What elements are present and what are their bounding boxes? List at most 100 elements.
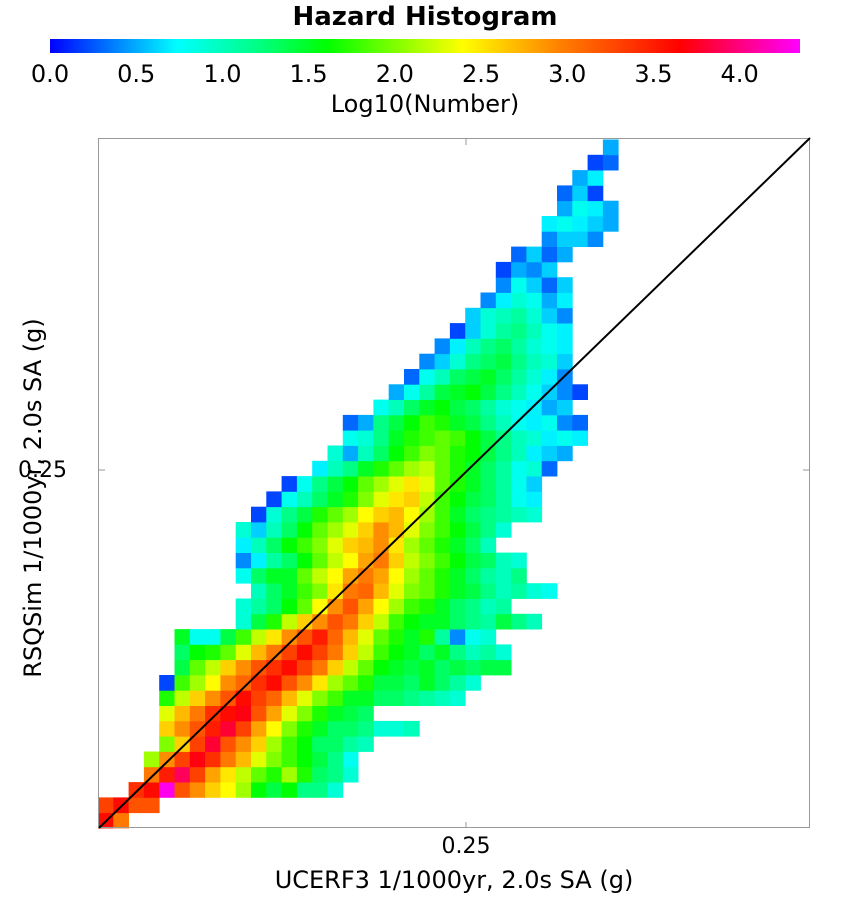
heatmap-cell <box>404 414 420 431</box>
heatmap-cell <box>251 567 267 584</box>
heatmap-cell <box>572 430 588 446</box>
heatmap-cell <box>587 200 604 217</box>
heatmap-cell <box>511 369 527 385</box>
heatmap-cell <box>251 659 267 676</box>
heatmap-cell <box>189 720 206 737</box>
heatmap-cell <box>342 476 359 492</box>
heatmap-cell <box>526 307 543 324</box>
heatmap-cell <box>327 445 344 462</box>
heatmap-cell <box>235 766 252 783</box>
heatmap-cell <box>312 629 328 645</box>
heatmap-cell <box>281 690 298 706</box>
heatmap-cell <box>327 629 344 645</box>
heatmap-cell <box>281 629 298 645</box>
heatmap-cell <box>251 736 267 752</box>
heatmap-cell <box>526 460 543 477</box>
heatmap-cell <box>296 506 313 523</box>
heatmap-cell <box>388 445 405 462</box>
heatmap-cell <box>189 782 206 798</box>
heatmap-cell <box>312 537 328 553</box>
heatmap-cell <box>388 598 405 615</box>
heatmap-cell <box>465 369 481 385</box>
heatmap-cell <box>281 537 298 553</box>
heatmap-cell <box>312 782 328 798</box>
heatmap-cell <box>511 460 527 477</box>
heatmap-cell <box>388 399 405 416</box>
heatmap-cell <box>189 675 206 691</box>
heatmap-cell <box>511 567 527 584</box>
heatmap-cell <box>373 445 390 462</box>
heatmap-cell <box>373 430 390 446</box>
heatmap-cell <box>296 751 313 768</box>
heatmap-cell <box>526 323 543 339</box>
heatmap-cell <box>388 384 405 400</box>
heatmap-cell <box>159 736 175 752</box>
heatmap-cell <box>480 460 497 477</box>
heatmap-cell <box>557 216 573 232</box>
heatmap-cell <box>449 369 466 385</box>
heatmap-cell <box>419 506 435 523</box>
heatmap-cell <box>296 659 313 676</box>
heatmap-cell <box>419 583 435 599</box>
heatmap-cell <box>449 583 466 599</box>
heatmap-cell <box>511 338 527 355</box>
heatmap-cell <box>235 705 252 722</box>
heatmap-cell <box>465 476 481 492</box>
heatmap-cell <box>495 261 512 278</box>
heatmap-cell <box>495 384 512 400</box>
heatmap-cell <box>373 506 390 523</box>
heatmap-cell <box>220 644 237 661</box>
heatmap-cell <box>404 491 420 508</box>
heatmap-cell <box>312 675 328 691</box>
heatmap-cell <box>404 720 420 737</box>
heatmap-cell <box>220 675 237 691</box>
heatmap-cell <box>449 659 466 676</box>
heatmap-cell <box>174 720 191 737</box>
heatmap-cell <box>266 552 282 569</box>
heatmap-cell <box>296 766 313 783</box>
heatmap-cell <box>449 384 466 400</box>
heatmap-cell <box>358 598 374 615</box>
heatmap-cell <box>373 675 390 691</box>
heatmap-cell <box>373 399 390 416</box>
heatmap-cell <box>342 659 359 676</box>
heatmap-cell <box>449 522 466 538</box>
heatmap-cell <box>358 537 374 553</box>
heatmap-cell <box>449 445 466 462</box>
heatmap-cell <box>342 445 359 462</box>
heatmap-cell <box>557 277 573 293</box>
heatmap-cell <box>495 476 512 492</box>
heatmap-cell <box>480 491 497 508</box>
heatmap-cell <box>358 736 374 752</box>
heatmap-cell <box>358 629 374 645</box>
heatmap-cell <box>495 659 512 676</box>
heatmap-cell <box>296 736 313 752</box>
heatmap-cell <box>419 613 435 630</box>
heatmap-cell <box>159 690 175 706</box>
heatmap-cell <box>495 583 512 599</box>
heatmap-cell <box>342 567 359 584</box>
heatmap-cell <box>480 369 497 385</box>
heatmap-cell <box>266 522 282 538</box>
heatmap-cell <box>327 675 344 691</box>
heatmap-cell <box>174 751 191 768</box>
heatmap-cell <box>526 384 543 400</box>
colorbar-tick-label: 2.5 <box>461 60 501 88</box>
heatmap-cell <box>449 506 466 523</box>
heatmap-cell <box>419 537 435 553</box>
heatmap-cell <box>419 491 435 508</box>
heatmap-cell <box>434 369 451 385</box>
heatmap-cell <box>419 369 435 385</box>
heatmap-cell <box>143 766 160 783</box>
heatmap-cell <box>251 675 267 691</box>
heatmap-cell <box>526 430 543 446</box>
heatmap-cell <box>541 323 558 339</box>
heatmap-cell <box>189 705 206 722</box>
colorbar <box>50 39 800 53</box>
heatmap-cell <box>358 690 374 706</box>
one-to-one-line <box>98 137 811 829</box>
heatmap-cell <box>266 629 282 645</box>
heatmap-cell <box>266 690 282 706</box>
heatmap-cell <box>541 216 558 232</box>
heatmap-cell <box>419 384 435 400</box>
